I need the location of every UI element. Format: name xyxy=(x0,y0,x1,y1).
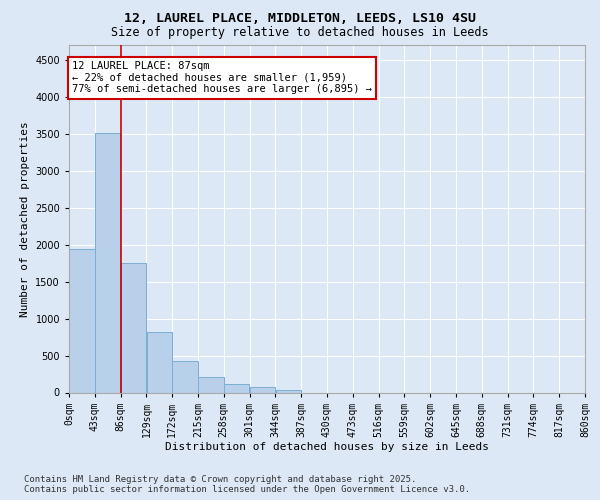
Bar xyxy=(146,332,172,392)
Text: Contains HM Land Registry data © Crown copyright and database right 2025.
Contai: Contains HM Land Registry data © Crown c… xyxy=(24,474,470,494)
Text: 12, LAUREL PLACE, MIDDLETON, LEEDS, LS10 4SU: 12, LAUREL PLACE, MIDDLETON, LEEDS, LS10… xyxy=(124,12,476,26)
Bar xyxy=(275,390,301,392)
Bar xyxy=(95,133,121,392)
Text: Size of property relative to detached houses in Leeds: Size of property relative to detached ho… xyxy=(111,26,489,39)
Bar xyxy=(121,263,146,392)
Y-axis label: Number of detached properties: Number of detached properties xyxy=(20,121,29,316)
X-axis label: Distribution of detached houses by size in Leeds: Distribution of detached houses by size … xyxy=(165,442,489,452)
Bar xyxy=(250,388,275,392)
Bar xyxy=(198,377,224,392)
Bar xyxy=(172,362,198,392)
Bar xyxy=(224,384,250,392)
Text: 12 LAUREL PLACE: 87sqm
← 22% of detached houses are smaller (1,959)
77% of semi-: 12 LAUREL PLACE: 87sqm ← 22% of detached… xyxy=(72,62,372,94)
Bar xyxy=(69,249,95,392)
